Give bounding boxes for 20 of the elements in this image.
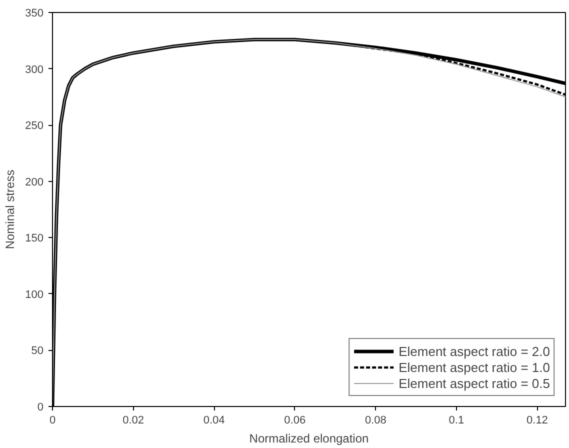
y-tick-label: 100 <box>25 288 44 301</box>
y-tick-label: 0 <box>37 402 44 414</box>
x-tick-label: 0.1 <box>448 414 464 426</box>
x-tick-label: 0 <box>49 414 56 426</box>
y-tick-label: 200 <box>25 176 44 188</box>
y-tick-label: 300 <box>25 64 44 76</box>
x-tick-label: 0.08 <box>364 414 386 426</box>
x-tick-label: 0.12 <box>526 414 548 426</box>
x-tick-label: 0.02 <box>122 414 144 426</box>
x-tick-label: 0.04 <box>203 414 225 426</box>
legend-label: Element aspect ratio = 2.0 <box>398 343 550 359</box>
y-tick-label: 150 <box>25 232 44 245</box>
y-tick-label: 250 <box>25 120 44 132</box>
x-tick-label: 0.06 <box>284 414 306 426</box>
x-axis-title: Normalized elongation <box>249 432 369 446</box>
legend-label: Element aspect ratio = 1.0 <box>398 359 550 375</box>
legend-label: Element aspect ratio = 0.5 <box>398 375 550 391</box>
y-tick-label: 350 <box>25 8 44 20</box>
y-tick-label: 50 <box>31 345 44 358</box>
y-axis-title: Nominal stress <box>3 170 18 250</box>
